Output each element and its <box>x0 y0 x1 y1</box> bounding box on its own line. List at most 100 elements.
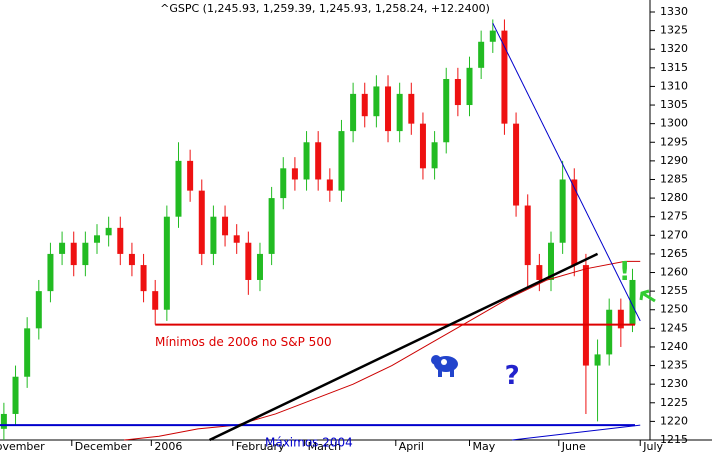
candle-body <box>198 190 205 254</box>
candle-body <box>594 354 601 366</box>
y-tick-label: 1225 <box>660 396 688 409</box>
y-tick-label: 1265 <box>660 247 688 260</box>
candle-body <box>152 291 159 310</box>
x-tick-label: April <box>399 440 424 453</box>
candle-body <box>361 93 368 117</box>
y-tick-label: 1325 <box>660 24 688 37</box>
trend-line <box>208 252 599 442</box>
candle-body <box>12 376 19 414</box>
candle-body <box>175 160 182 217</box>
candle-body <box>70 242 77 266</box>
y-tick-label: 1245 <box>660 321 688 334</box>
y-tick-label: 1240 <box>660 340 688 353</box>
candle-body <box>47 253 54 292</box>
line-label: Máximos 2004 <box>265 436 353 450</box>
candle-body <box>536 265 543 280</box>
candle-body <box>35 291 42 329</box>
candle-body <box>489 30 496 42</box>
y-tick-label: 1300 <box>660 117 688 130</box>
y-tick-label: 1235 <box>660 359 688 372</box>
y-tick-label: 1250 <box>660 303 688 316</box>
x-tick-label: March <box>308 440 342 453</box>
trend-line <box>512 424 641 441</box>
candle-body <box>513 123 520 206</box>
candle-body <box>94 235 101 243</box>
candle-body <box>385 86 392 132</box>
y-tick-label: 1310 <box>660 79 688 92</box>
annotation: ! <box>619 257 631 287</box>
y-tick-label: 1285 <box>660 172 688 185</box>
candle-body <box>256 253 263 280</box>
candle-body <box>547 242 554 280</box>
y-tick-label: 1255 <box>660 284 688 297</box>
y-tick-label: 1295 <box>660 135 688 148</box>
candle-body <box>571 179 578 266</box>
candle-body <box>245 242 252 280</box>
y-tick-label: 1270 <box>660 228 688 241</box>
candle-body <box>315 142 322 180</box>
candle-body <box>117 227 124 254</box>
moving-average <box>124 260 641 441</box>
candle-body <box>559 179 566 243</box>
candle-body <box>0 413 7 429</box>
y-tick-label: 1260 <box>660 266 688 279</box>
candle-body <box>582 265 589 366</box>
candle-body <box>431 142 438 169</box>
candle-body <box>466 67 473 106</box>
candle-body <box>350 93 357 132</box>
y-tick-label: 1275 <box>660 210 688 223</box>
candle-body <box>59 242 66 254</box>
annotation: ? <box>505 361 520 391</box>
candle-body <box>617 309 624 329</box>
candle-body <box>338 131 345 191</box>
candle-body <box>419 123 426 169</box>
candle-body <box>140 265 147 292</box>
x-tick-label: May <box>473 440 496 453</box>
y-tick-label: 1305 <box>660 98 688 111</box>
x-tick-label: December <box>75 440 133 453</box>
candle-body <box>291 168 298 180</box>
x-tick-label: July <box>642 440 663 453</box>
candle-body <box>233 235 240 243</box>
y-tick-label: 1230 <box>660 377 688 390</box>
candle-body <box>303 142 310 180</box>
candle-body <box>280 168 287 199</box>
arrow <box>639 289 656 303</box>
x-tick-label: February <box>236 440 285 453</box>
candle-body <box>128 253 135 266</box>
chart-title: ^GSPC (1,245.93, 1,259.39, 1,245.93, 1,2… <box>160 2 490 15</box>
bear-icon <box>431 355 458 377</box>
x-tick-label: June <box>561 440 586 453</box>
candle-body <box>629 279 636 325</box>
candle-body <box>222 216 229 236</box>
candle-body <box>373 86 380 117</box>
candle-body <box>210 216 217 254</box>
candle-body <box>163 216 170 310</box>
candle-body <box>82 242 89 266</box>
candle-body <box>187 160 194 191</box>
trend-line <box>492 22 641 322</box>
candle-body <box>24 328 31 377</box>
candle-body <box>478 41 485 68</box>
x-tick-label: November <box>0 440 45 453</box>
candle-body <box>454 78 461 106</box>
y-tick-label: 1215 <box>660 433 688 446</box>
y-tick-label: 1220 <box>660 414 688 427</box>
line-label: Mínimos de 2006 no S&P 500 <box>155 335 332 349</box>
candle-body <box>408 93 415 124</box>
candle-body <box>105 227 112 236</box>
candle-body <box>524 205 531 266</box>
y-tick-label: 1315 <box>660 61 688 74</box>
x-tick-label: 2006 <box>154 440 182 453</box>
candle-body <box>606 309 613 355</box>
y-tick-label: 1290 <box>660 154 688 167</box>
candle-body <box>396 93 403 132</box>
candle-body <box>443 78 450 143</box>
candle-body <box>268 198 275 254</box>
candle-body <box>326 179 333 191</box>
candle-body <box>501 30 508 124</box>
y-tick-label: 1280 <box>660 191 688 204</box>
y-tick-label: 1320 <box>660 42 688 55</box>
